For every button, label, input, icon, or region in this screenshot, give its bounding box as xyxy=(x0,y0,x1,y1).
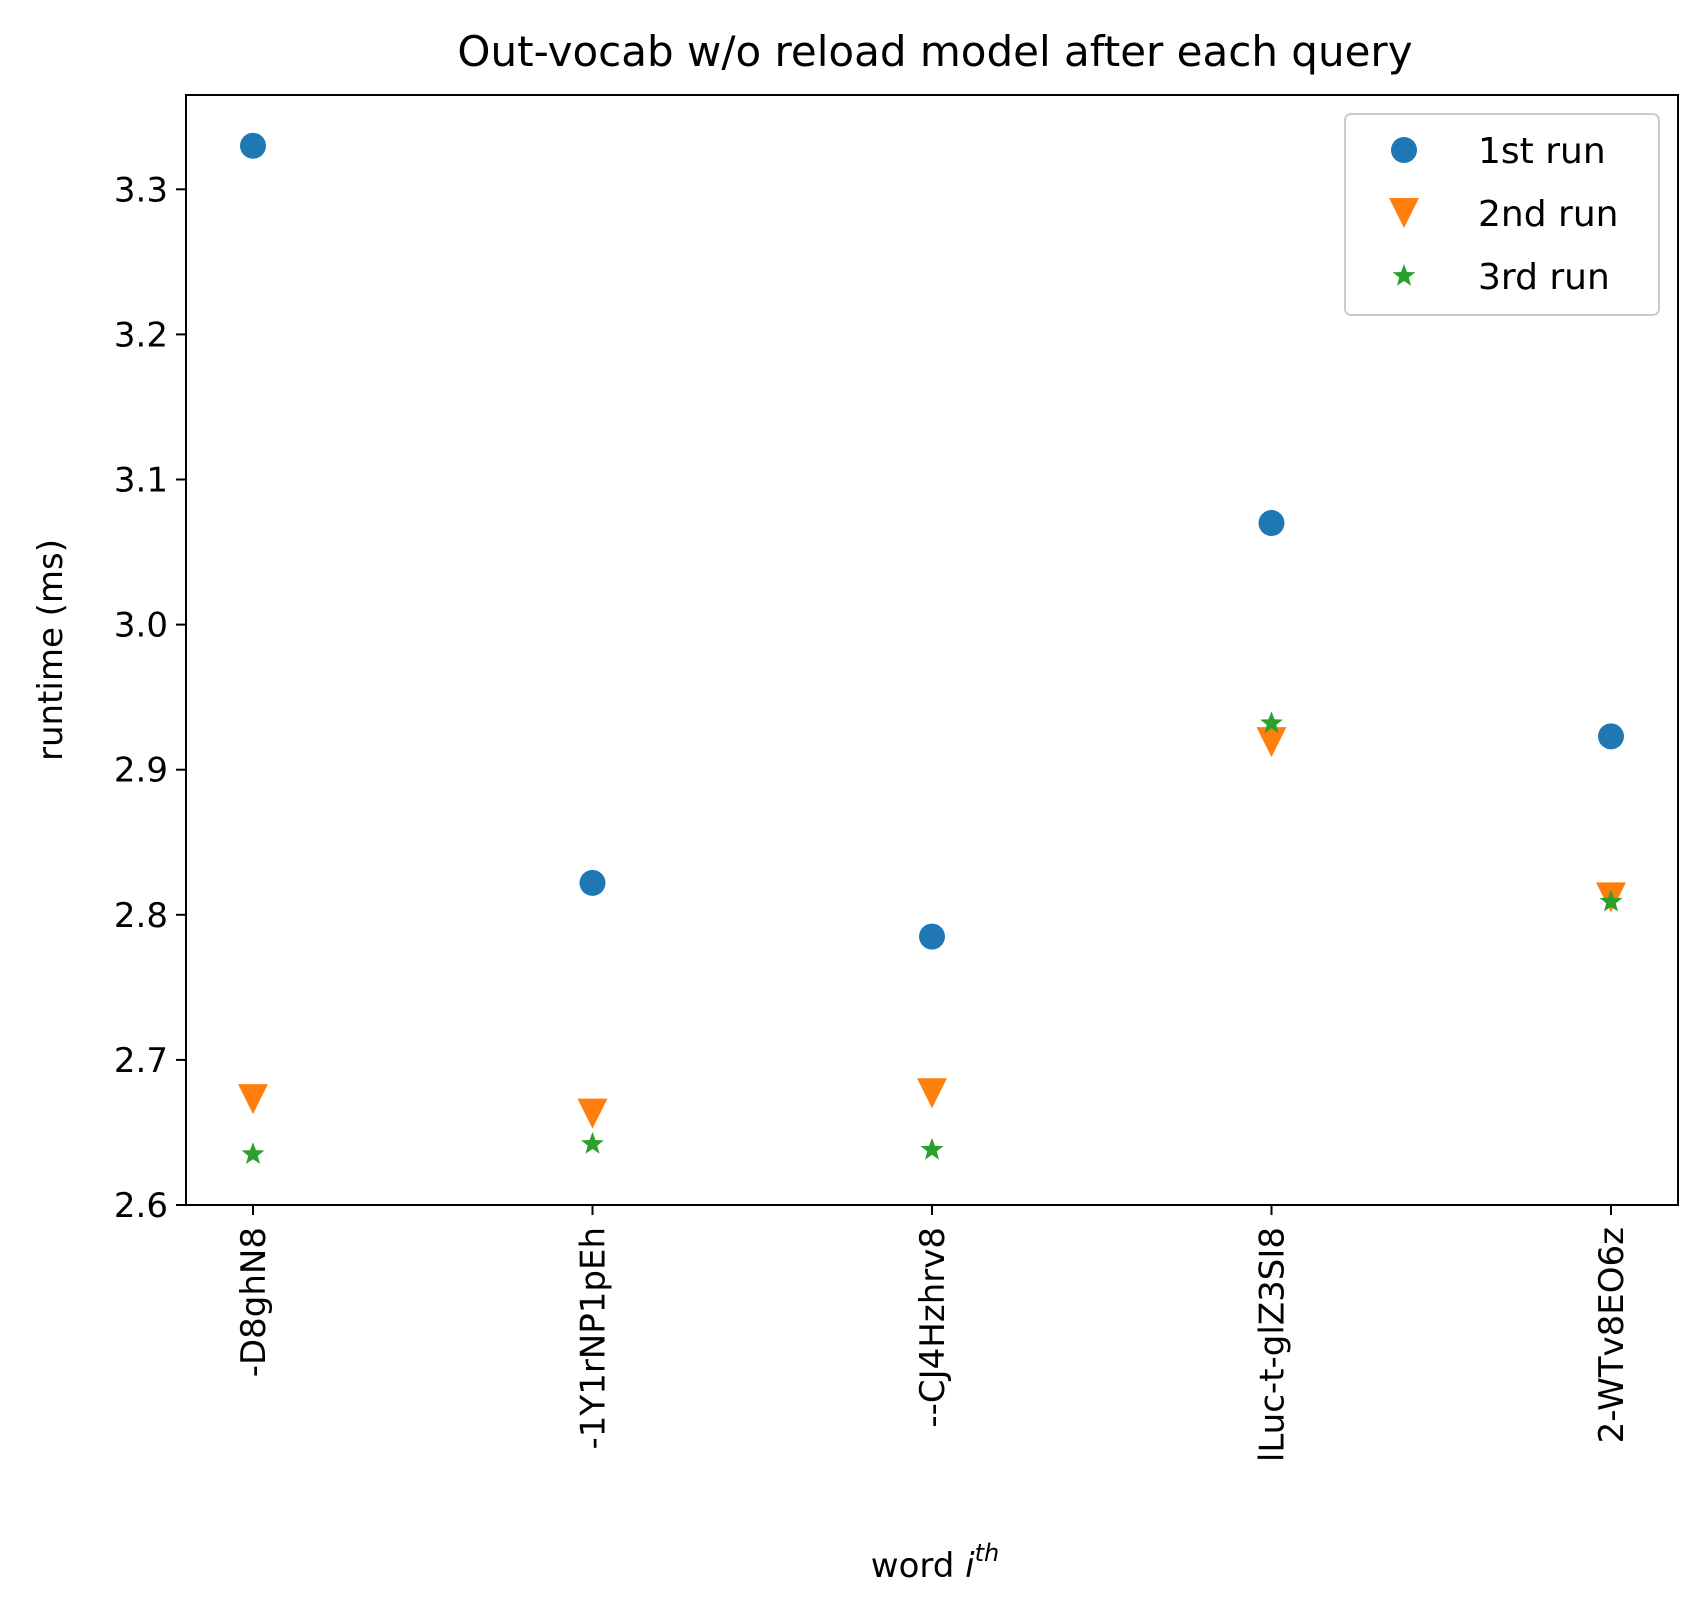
x-axis-label-superscript: th xyxy=(975,1539,1000,1567)
data-point xyxy=(1260,711,1283,733)
series-3 xyxy=(241,711,1623,1164)
data-point xyxy=(241,1142,265,1164)
x-axis-label-variable: i xyxy=(965,1546,975,1586)
y-tick-label: 3.1 xyxy=(114,461,168,501)
y-axis: 2.6 2.7 2.8 2.9 3.0 3.1 3.2 3.3 xyxy=(114,170,186,1226)
y-tick-label: 2.9 xyxy=(114,751,168,791)
data-point xyxy=(917,1078,947,1109)
legend-label: 3rd run xyxy=(1478,257,1610,298)
y-tick-label: 3.2 xyxy=(114,315,168,355)
x-tick-label: 2-WTv8EO6z xyxy=(1592,1227,1632,1443)
x-tick-label: -1Y1rNP1pEh xyxy=(574,1227,614,1449)
data-point xyxy=(1258,510,1285,537)
y-axis-label: runtime (ms) xyxy=(31,539,71,761)
x-axis-label-word: word xyxy=(871,1546,955,1586)
x-axis-label: word ith xyxy=(871,1539,999,1586)
y-tick-label: 3.0 xyxy=(114,606,168,646)
x-tick-label: -D8ghN8 xyxy=(234,1227,274,1377)
y-tick-label: 3.3 xyxy=(114,170,168,210)
legend-label: 1st run xyxy=(1478,131,1606,172)
y-tick-label: 2.6 xyxy=(114,1186,168,1226)
data-point xyxy=(240,132,266,159)
data-point xyxy=(1256,727,1287,758)
data-marks xyxy=(238,132,1626,1164)
data-point xyxy=(577,1098,608,1129)
data-point xyxy=(238,1084,268,1115)
data-point xyxy=(919,923,945,950)
y-tick-label: 2.7 xyxy=(114,1041,168,1081)
data-point xyxy=(1598,723,1624,750)
data-point xyxy=(579,869,606,896)
data-point xyxy=(920,1137,944,1160)
legend-marker xyxy=(1392,264,1416,286)
series-1 xyxy=(240,132,1624,950)
legend: 1st run 2nd run 3rd run xyxy=(1344,113,1660,316)
legend-box xyxy=(1344,113,1660,316)
x-tick-label: --CJ4Hzhrv8 xyxy=(913,1227,953,1428)
legend-marker xyxy=(1389,198,1419,228)
data-point xyxy=(581,1132,604,1154)
x-tick-label: lLuc-t-glZ3SI8 xyxy=(1253,1227,1293,1462)
chart-title: Out-vocab w/o reload model after each qu… xyxy=(457,27,1412,76)
y-tick-label: 2.8 xyxy=(114,896,168,936)
legend-label: 2nd run xyxy=(1478,194,1618,235)
x-axis: -D8ghN8 -1Y1rNP1pEh --CJ4Hzhrv8 lLuc-t-glZ3… xyxy=(234,1205,1632,1462)
data-point xyxy=(1599,889,1623,912)
legend-marker xyxy=(1391,137,1417,163)
